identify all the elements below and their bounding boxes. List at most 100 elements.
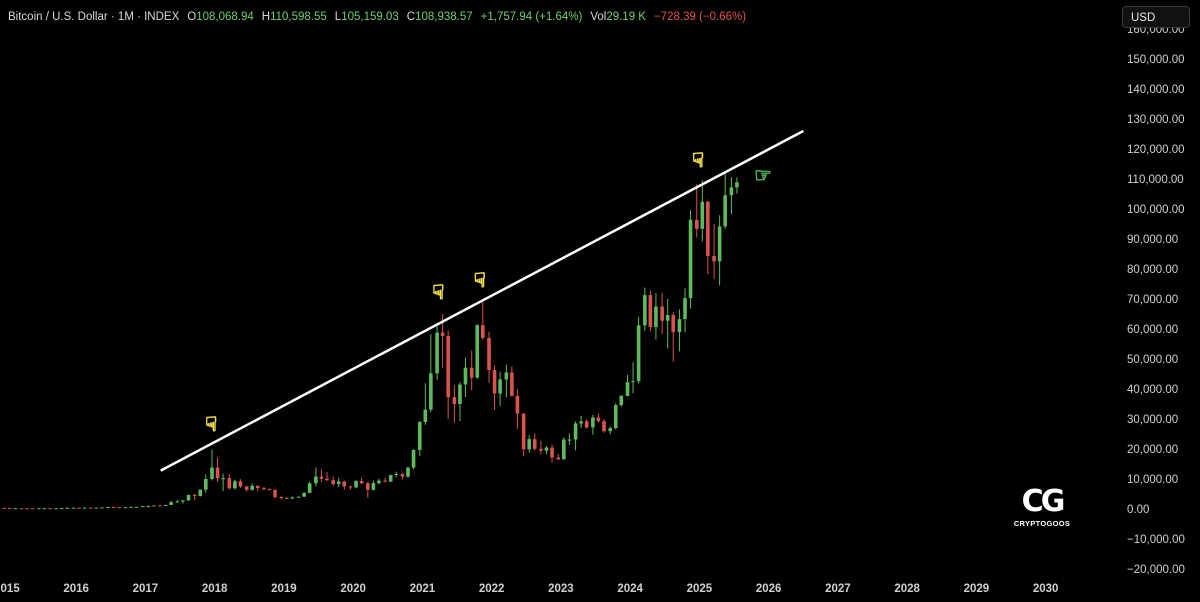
candle-body — [273, 489, 277, 497]
candle-body — [175, 501, 180, 503]
candle-body — [42, 508, 47, 510]
trendline[interactable] — [160, 129, 804, 472]
candle-body — [290, 497, 295, 499]
candle-body — [683, 298, 687, 320]
y-tick-label: 0.00 — [1127, 504, 1149, 516]
candle-body — [429, 373, 433, 410]
y-tick-label: −20,000.00 — [1127, 564, 1185, 576]
candle-body — [59, 508, 64, 510]
y-axis: −20,000.00 −10,000.00 0.00 10,000.00 20,000.… — [1127, 24, 1185, 576]
candle-body — [77, 507, 81, 509]
candle-body — [54, 508, 59, 510]
candle-body — [111, 506, 116, 508]
candle-body — [383, 480, 387, 482]
candle-body — [192, 494, 197, 496]
candle-body — [336, 481, 341, 485]
candle-body — [89, 507, 93, 509]
candle-body — [319, 476, 324, 479]
candle-body — [562, 439, 566, 460]
pointing-down-icon: ☟ — [432, 280, 444, 304]
candle-body — [469, 367, 474, 378]
candle-body — [480, 325, 485, 338]
candle-body — [527, 439, 531, 450]
candle-body — [371, 483, 376, 490]
candle-body — [584, 421, 589, 428]
x-tick-label: 2029 — [964, 583, 990, 595]
pointing-down-icon: ☟ — [205, 412, 217, 436]
candle-body — [71, 507, 76, 509]
y-tick-label: 100,000.00 — [1127, 204, 1185, 216]
candle-body — [262, 488, 266, 490]
candle-body — [608, 428, 613, 432]
candle-body — [146, 506, 151, 508]
y-tick-label: 20,000.00 — [1127, 444, 1178, 456]
candle-body — [48, 508, 52, 510]
candle-body — [539, 448, 543, 451]
candle-body — [169, 502, 173, 505]
symbol-title: Bitcoin / U.S. Dollar · 1M · INDEX — [8, 11, 180, 23]
x-tick-label: 2028 — [894, 583, 920, 595]
x-tick-label: 2025 — [687, 583, 713, 595]
candle-body — [458, 384, 462, 404]
candle-body — [13, 508, 18, 510]
candle-body — [210, 467, 214, 479]
pointing-down-icon: ☟ — [474, 268, 486, 292]
logo-name: CRYPTOGOOS — [1013, 519, 1071, 528]
candle-body — [417, 422, 422, 450]
candle-body — [233, 481, 237, 489]
candle-body — [221, 478, 225, 480]
candle-body — [556, 457, 561, 460]
candle-body — [510, 372, 514, 396]
candle-body — [712, 255, 716, 262]
y-tick-label: 140,000.00 — [1127, 84, 1185, 96]
candle-body — [677, 319, 682, 333]
candle-body — [735, 182, 739, 188]
candle-body — [591, 417, 595, 428]
candle-body — [643, 295, 647, 326]
candle-body — [706, 201, 710, 256]
symbol-legend: Bitcoin / U.S. Dollar · 1M · INDEX O 108,… — [8, 11, 746, 23]
candle-body — [65, 507, 70, 509]
candle-body — [19, 508, 24, 510]
candle-body — [550, 447, 554, 458]
candle-body — [504, 372, 509, 380]
candle-body — [342, 481, 347, 487]
x-tick-label: 2023 — [548, 583, 574, 595]
candle-body — [573, 423, 578, 440]
candle-body — [255, 485, 260, 488]
high-value: 110,598.55 — [270, 11, 327, 23]
candle-body — [406, 467, 410, 477]
candle-body — [700, 201, 705, 229]
volume-label: Vol — [590, 11, 607, 23]
candle-body — [123, 507, 128, 509]
candle-body — [302, 492, 306, 497]
candle-body — [400, 474, 405, 477]
y-tick-label: 80,000.00 — [1127, 264, 1178, 276]
candle-body — [631, 381, 635, 383]
candle-body — [30, 508, 35, 510]
x-tick-label: 2030 — [1033, 583, 1059, 595]
candle-body — [688, 219, 693, 299]
candle-body — [134, 506, 139, 508]
candle-body — [596, 417, 601, 422]
candle-body — [423, 409, 428, 422]
currency-button[interactable]: USD — [1122, 6, 1190, 28]
candle-body — [158, 505, 162, 507]
candle-body — [452, 397, 457, 404]
candle-body — [238, 481, 243, 487]
candle-body — [129, 506, 133, 508]
candle-body — [94, 507, 99, 509]
y-tick-label: 30,000.00 — [1127, 414, 1178, 426]
x-tick-label: 2026 — [756, 583, 782, 595]
candle-body — [544, 447, 549, 451]
x-tick-label: 2016 — [63, 583, 89, 595]
y-tick-label: 40,000.00 — [1127, 384, 1178, 396]
y-tick-label: 10,000.00 — [1127, 474, 1178, 486]
candle-body — [325, 478, 329, 481]
y-tick-label: 50,000.00 — [1127, 354, 1178, 366]
candle-body — [267, 489, 272, 491]
y-tick-label: 130,000.00 — [1127, 114, 1185, 126]
candle-body — [463, 367, 468, 385]
change-value: +1,757.94 (+1.64%) — [480, 11, 583, 23]
